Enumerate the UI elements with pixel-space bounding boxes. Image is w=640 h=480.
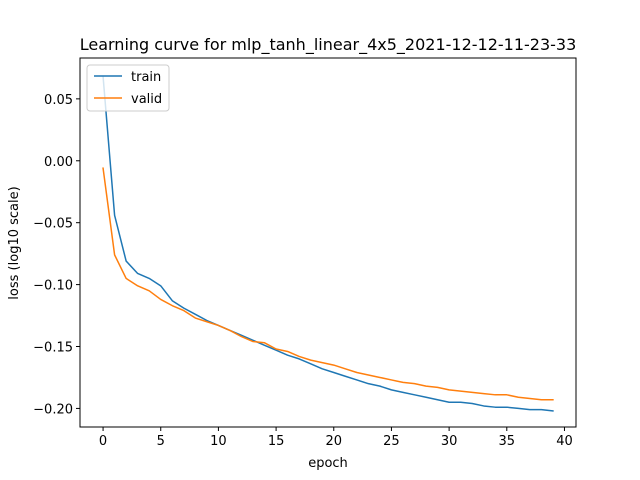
y-axis: 0.05 0.00 −0.05 −0.10 −0.15 −0.20 <box>33 93 80 417</box>
x-tick-label: 20 <box>325 434 342 449</box>
series-layer <box>102 75 554 412</box>
x-tick-label: 0 <box>99 434 107 449</box>
x-tick-label: 5 <box>157 434 165 449</box>
y-tick-label: −0.05 <box>33 217 73 232</box>
x-tick-label: 10 <box>210 434 227 449</box>
y-tick-label: 0.00 <box>44 155 73 170</box>
y-tick-label: −0.15 <box>33 341 73 356</box>
x-tick-label: 30 <box>441 434 458 449</box>
y-axis-label: loss (log10 scale) <box>7 186 22 299</box>
y-tick-label: −0.20 <box>33 402 73 417</box>
y-tick-label: 0.05 <box>44 93 73 108</box>
chart-title: Learning curve for mlp_tanh_linear_4x5_2… <box>80 35 577 55</box>
legend-label-train: train <box>131 70 161 85</box>
y-tick-label: −0.10 <box>33 279 73 294</box>
x-tick-label: 15 <box>268 434 285 449</box>
plot-frame <box>79 57 577 428</box>
x-tick-label: 40 <box>556 434 573 449</box>
x-tick-label: 25 <box>383 434 400 449</box>
x-axis-label: epoch <box>308 456 348 471</box>
series-line-train <box>102 75 554 412</box>
x-tick-label: 35 <box>499 434 516 449</box>
series-line-valid <box>102 167 554 401</box>
x-axis: 0 5 10 15 20 25 30 35 40 <box>99 427 573 449</box>
legend: train valid <box>86 64 170 112</box>
legend-label-valid: valid <box>131 92 162 107</box>
